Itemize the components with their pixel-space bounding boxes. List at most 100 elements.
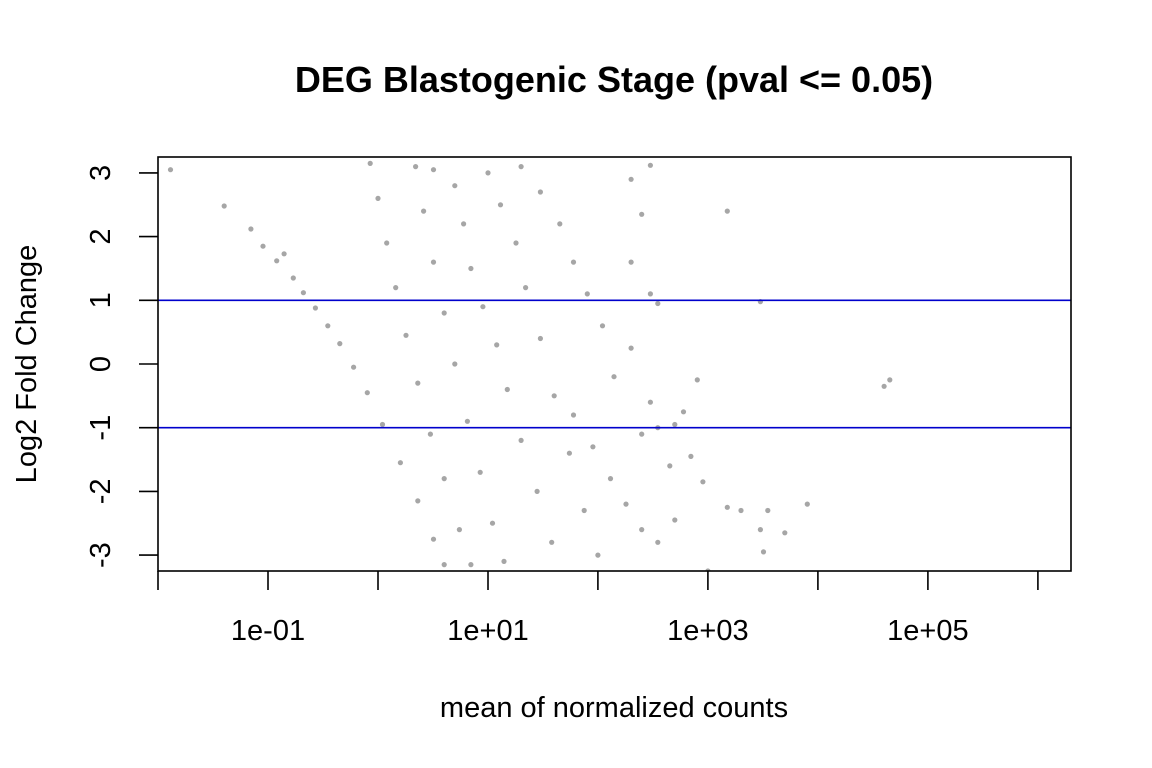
data-point: [647, 291, 654, 297]
data-point: [765, 507, 771, 514]
data-point: [497, 202, 504, 208]
y-tick-label: -3: [85, 542, 117, 568]
data-point: [537, 335, 544, 342]
plot-frame: [157, 156, 1072, 572]
data-point: [221, 203, 227, 209]
data-point: [551, 393, 557, 399]
data-point: [461, 221, 467, 227]
data-point: [167, 167, 174, 173]
data-point: [312, 305, 318, 311]
y-tick-label: 3: [85, 165, 117, 181]
data-point: [468, 562, 474, 568]
x-tick-label: 1e-01: [231, 615, 305, 647]
data-point: [804, 501, 810, 507]
data-point: [570, 259, 577, 265]
data-point: [337, 341, 343, 347]
data-point: [655, 539, 661, 545]
data-point: [595, 552, 601, 558]
data-point: [655, 300, 661, 307]
data-point: [441, 476, 447, 482]
data-point: [415, 498, 421, 504]
data-point: [549, 539, 555, 545]
x-axis-label: mean of normalized counts: [440, 692, 788, 724]
data-point: [607, 476, 614, 482]
data-point: [881, 383, 887, 389]
chart-title: DEG Blastogenic Stage (pval <= 0.05): [295, 59, 933, 100]
data-point: [557, 221, 563, 227]
data-point: [628, 176, 634, 182]
x-tick-label: 1e+05: [887, 615, 968, 647]
y-tick-label: -1: [85, 415, 117, 441]
data-point: [700, 479, 706, 485]
data-point: [430, 259, 437, 265]
data-point: [421, 208, 427, 214]
data-point: [456, 527, 462, 533]
data-point: [523, 285, 529, 291]
data-point: [599, 323, 606, 329]
data-point: [300, 290, 306, 296]
data-point: [628, 259, 634, 265]
data-point: [680, 409, 687, 415]
data-point: [393, 285, 399, 291]
data-point: [452, 183, 458, 189]
data-point: [688, 453, 694, 459]
data-point: [489, 520, 496, 526]
data-points: [167, 160, 893, 571]
data-point: [534, 488, 540, 494]
data-point: [452, 361, 458, 367]
data-point: [464, 418, 470, 424]
data-point: [485, 170, 491, 176]
y-tick-label: 0: [85, 356, 117, 372]
data-point: [413, 164, 419, 170]
data-point: [738, 507, 744, 514]
x-axis: 1e-01 1e+01 1e+03 1e+05: [157, 571, 1039, 647]
data-point: [367, 160, 373, 166]
data-point: [724, 504, 730, 510]
data-point: [501, 558, 507, 565]
y-tick-label: 2: [85, 229, 117, 245]
data-point: [570, 412, 577, 418]
data-point: [397, 460, 403, 466]
y-axis-label: Log2 Fold Change: [11, 245, 43, 484]
data-point: [590, 444, 596, 450]
data-point: [694, 377, 700, 383]
data-point: [782, 530, 788, 536]
data-point: [480, 304, 486, 310]
data-point: [260, 243, 266, 249]
data-point: [623, 501, 629, 507]
y-tick-label: 1: [85, 292, 117, 308]
data-point: [518, 164, 524, 170]
x-tick-label: 1e+03: [667, 615, 748, 647]
data-point: [441, 310, 447, 316]
data-point: [430, 536, 437, 542]
data-point: [537, 189, 544, 195]
data-point: [379, 421, 386, 428]
data-point: [584, 291, 590, 297]
data-point: [639, 527, 645, 533]
data-point: [672, 421, 678, 428]
data-point: [628, 345, 634, 351]
data-point: [639, 211, 645, 217]
data-point: [504, 386, 510, 393]
data-point: [427, 431, 433, 437]
threshold-lines: [158, 299, 1071, 429]
data-point: [415, 380, 421, 386]
data-point: [639, 431, 645, 437]
data-point: [430, 167, 437, 173]
data-point: [325, 323, 331, 329]
data-point: [351, 364, 357, 370]
data-point: [441, 562, 447, 568]
data-point: [672, 517, 678, 523]
data-point: [384, 240, 390, 246]
data-point: [364, 390, 370, 396]
data-point: [647, 399, 654, 405]
data-point: [611, 374, 617, 380]
data-point: [375, 195, 381, 201]
y-tick-label: -2: [85, 479, 117, 505]
data-point: [513, 240, 519, 246]
y-axis: 3 2 1 0 -1 -2 -3: [85, 165, 158, 568]
data-point: [274, 258, 280, 264]
x-tick-label: 1e+01: [447, 615, 528, 647]
